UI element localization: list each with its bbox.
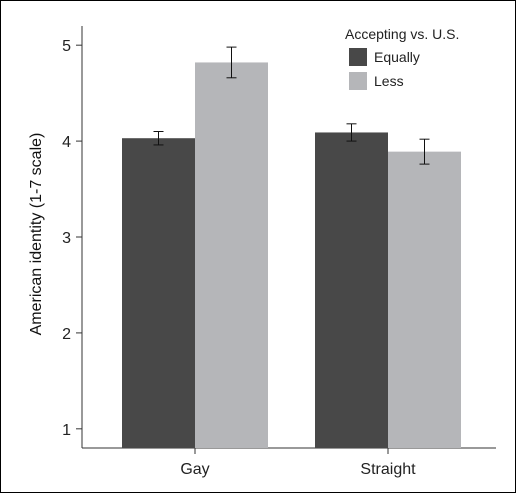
y-tick-label: 4 [62, 134, 71, 151]
y-tick-label: 3 [62, 230, 71, 247]
legend-items: Equally Less [349, 48, 420, 90]
y-tick-label: 1 [62, 422, 71, 439]
bar-straight-equally [315, 132, 388, 448]
y-tick-label: 5 [62, 38, 71, 55]
bar-gay-less [195, 62, 268, 448]
legend-swatch [349, 48, 367, 66]
legend-title: Accepting vs. U.S. [345, 26, 459, 42]
bar-gay-equally [122, 138, 195, 449]
y-axis-title: American identity (1-7 scale) [28, 133, 45, 336]
legend-label: Less [374, 73, 404, 89]
x-axis-ticks: Gay Straight [180, 448, 416, 478]
bars [122, 62, 461, 449]
legend-label: Equally [374, 49, 420, 65]
legend: Accepting vs. U.S. Equally Less [345, 26, 459, 90]
bar-straight-less [388, 151, 461, 448]
x-tick-label: Straight [360, 461, 416, 478]
x-tick-label: Gay [180, 461, 209, 478]
y-tick-label: 2 [62, 326, 71, 343]
legend-swatch [349, 72, 367, 90]
y-axis-ticks: 1 2 3 4 5 [62, 38, 82, 439]
error-bars [153, 46, 430, 165]
